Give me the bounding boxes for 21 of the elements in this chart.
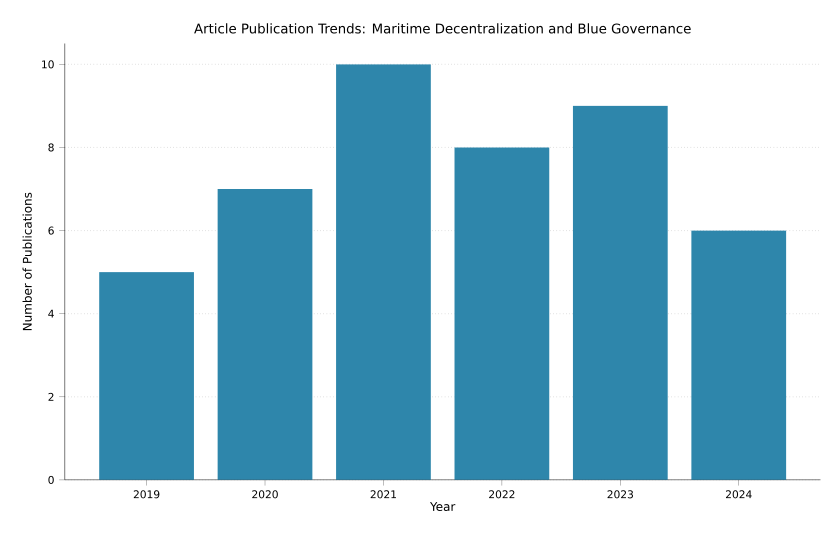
y-tick-label: 0 [48, 476, 54, 484]
x-tick-label: 2020 [252, 490, 278, 498]
x-axis-title: Year [430, 502, 456, 512]
y-tick-label: 2 [48, 392, 54, 401]
y-tick-label: 8 [48, 144, 54, 152]
x-tick-label: 2023 [608, 490, 634, 498]
x-tick-label: 2022 [489, 490, 514, 498]
x-tick-label: 2021 [370, 490, 396, 498]
y-tick-label: 4 [48, 310, 54, 318]
bar [572, 106, 668, 480]
y-axis-title: Number of Publications [22, 192, 32, 330]
y-tick-label: 10 [42, 60, 54, 68]
x-tick-label: 2024 [726, 490, 752, 498]
bar [218, 189, 312, 480]
bar [691, 230, 786, 480]
bar [454, 148, 550, 480]
y-tick-label: 6 [48, 226, 54, 235]
bar [336, 64, 431, 480]
x-tick-label: 2019 [134, 490, 160, 498]
bar [99, 272, 194, 480]
chart-title: Article Publication Trends: Maritime Decentralization and Blue Governance [194, 23, 691, 34]
